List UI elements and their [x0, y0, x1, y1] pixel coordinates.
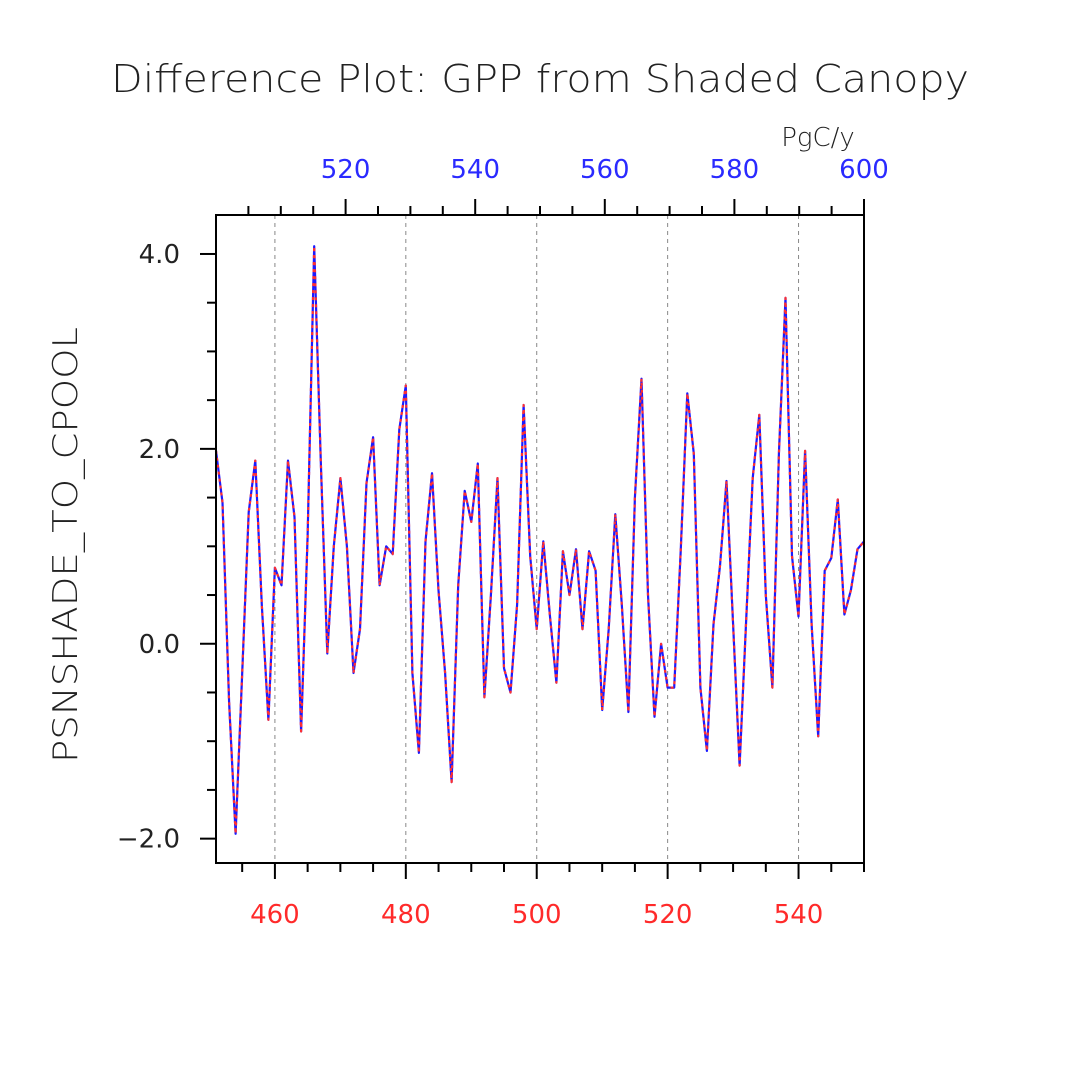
- tick-labels: 460 480 500 520 540 520 540 560 580 600 −2.0 0.0 2.0…: [117, 155, 889, 930]
- top-tick-label: 560: [580, 155, 630, 185]
- left-tick-label: 2.0: [139, 435, 180, 465]
- top-tick-label: 580: [710, 155, 760, 185]
- chart-title: Difference Plot: GPP from Shaded Canopy: [111, 57, 969, 101]
- bottom-tick-label: 520: [643, 900, 693, 930]
- top-tick-label: 600: [839, 155, 889, 185]
- data-series: [214, 245, 865, 835]
- left-tick-label: 0.0: [139, 630, 180, 660]
- top-axis-unit-label: PgC/y: [781, 123, 855, 153]
- left-tick-label: −2.0: [117, 825, 180, 855]
- bottom-tick-label: 540: [774, 900, 824, 930]
- bottom-tick-label: 500: [512, 900, 562, 930]
- axes: [200, 199, 865, 879]
- top-tick-label: 520: [321, 155, 371, 185]
- bottom-tick-label: 460: [250, 900, 300, 930]
- left-tick-label: 4.0: [139, 240, 180, 270]
- top-tick-label: 540: [450, 155, 500, 185]
- grid-lines: [274, 215, 800, 863]
- y-axis-label: PSNSHADE_TO_CPOOL: [46, 327, 86, 763]
- bottom-tick-label: 480: [381, 900, 431, 930]
- series-line-blue: [214, 245, 865, 835]
- series-line-red-dashed: [214, 245, 865, 835]
